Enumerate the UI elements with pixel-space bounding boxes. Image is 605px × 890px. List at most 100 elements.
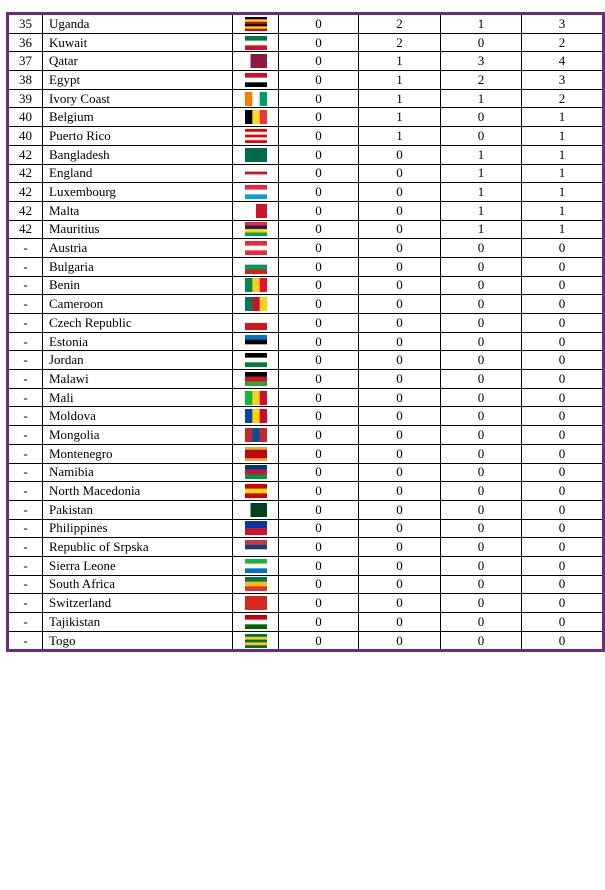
flag-stripe: [244, 185, 267, 190]
flag-cell: [232, 275, 279, 296]
country: North Macedonia: [42, 481, 233, 501]
flag-cell: [232, 331, 279, 352]
medal-count: 0: [358, 425, 441, 445]
rank: 40: [7, 126, 43, 146]
flag-stripe: [244, 147, 267, 162]
flag-stripe: [244, 174, 267, 178]
country: Egypt: [42, 70, 233, 90]
flag-stripe: [244, 614, 267, 620]
medal-count: 0: [278, 256, 359, 277]
flag-cell: [232, 462, 279, 483]
medal-count: 1: [440, 88, 522, 109]
flag: [244, 278, 267, 293]
flag-stripe: [244, 54, 251, 69]
rank: -: [7, 406, 43, 427]
flag-stripe: [244, 315, 267, 324]
flag-cell: [232, 238, 279, 258]
flag: [244, 521, 267, 536]
medal-count: 1: [358, 107, 441, 128]
medal-count: 0: [440, 462, 522, 483]
flag-stripe: [244, 264, 267, 270]
flag-stripe: [244, 232, 267, 237]
flag-cell: [232, 481, 279, 501]
flag-stripe: [244, 250, 267, 256]
country: Togo: [42, 630, 233, 652]
country: Kuwait: [42, 32, 233, 53]
flag: [244, 371, 267, 386]
medal-count: 0: [358, 555, 441, 576]
flag-stripe: [251, 297, 260, 312]
rank: -: [7, 518, 43, 539]
flag-cell: [232, 219, 279, 240]
country: England: [42, 163, 233, 184]
table-row: 40 Puerto Rico 0 1 0 1: [7, 126, 604, 146]
flag-stripe: [244, 582, 267, 588]
flag: [244, 91, 267, 106]
rank: -: [7, 313, 43, 333]
flag-stripe: [261, 502, 267, 517]
flag-stripe: [250, 54, 256, 69]
country: Cameroon: [42, 294, 233, 314]
flag-stripe: [244, 131, 267, 135]
medal-count: 0: [278, 200, 359, 221]
rank: -: [7, 462, 43, 483]
flag-stripe: [244, 134, 267, 138]
flag: [244, 484, 267, 499]
rank: -: [7, 425, 43, 445]
flag-stripe: [244, 21, 267, 25]
flag-cell: [232, 406, 279, 427]
flag: [244, 203, 267, 218]
medal-count: 0: [440, 369, 522, 389]
medal-count: 0: [521, 313, 604, 333]
medal-count: 0: [440, 256, 522, 277]
flag-cell: [232, 294, 279, 314]
rank: 42: [7, 144, 43, 165]
medal-count: 0: [358, 499, 441, 520]
flag: [244, 128, 267, 143]
flag-stripe: [244, 72, 267, 78]
flag-cell: [232, 350, 279, 371]
flag-stripe: [261, 54, 267, 69]
flag: [244, 147, 267, 162]
medal-count: 2: [521, 32, 604, 53]
medal-count: 4: [521, 51, 604, 72]
flag-stripe: [244, 493, 267, 499]
medal-count: 0: [521, 537, 604, 557]
flag-stripe: [244, 343, 267, 349]
flag-stripe: [244, 40, 267, 46]
flag-stripe: [244, 446, 267, 450]
flag-stripe: [244, 19, 267, 22]
medal-count: 0: [358, 200, 441, 221]
table-row: - Austria 0 0 0 0: [7, 238, 604, 258]
flag: [244, 72, 267, 87]
medal-count: 0: [278, 238, 359, 258]
flag-stripe: [259, 427, 267, 442]
rank: -: [7, 593, 43, 613]
flag-stripe: [244, 241, 267, 246]
medal-count: 0: [358, 593, 441, 613]
medal-count: 2: [358, 32, 441, 53]
flag-stripe: [244, 644, 267, 648]
medal-count: 0: [278, 574, 359, 595]
flag: [244, 259, 267, 274]
medal-count: 0: [358, 462, 441, 483]
flag-stripe: [244, 16, 267, 20]
flag: [244, 16, 267, 31]
rank: -: [7, 275, 43, 296]
medal-count: 0: [440, 443, 522, 464]
country: Pakistan: [42, 499, 233, 520]
country: Sierra Leone: [42, 555, 233, 576]
medal-count: 0: [521, 499, 604, 520]
country: Namibia: [42, 462, 233, 483]
medal-count: 0: [278, 163, 359, 184]
flag-stripe: [244, 568, 267, 573]
medal-count: 0: [440, 313, 522, 333]
medal-count: 0: [278, 630, 359, 652]
flag: [244, 390, 267, 405]
medal-count: 0: [358, 219, 441, 240]
table-row: - Montenegro 0 0 0 0: [7, 443, 604, 464]
medal-count: 0: [278, 350, 359, 371]
medal-count: 0: [521, 425, 604, 445]
medal-count: 0: [521, 331, 604, 352]
flag-stripe: [244, 166, 267, 170]
